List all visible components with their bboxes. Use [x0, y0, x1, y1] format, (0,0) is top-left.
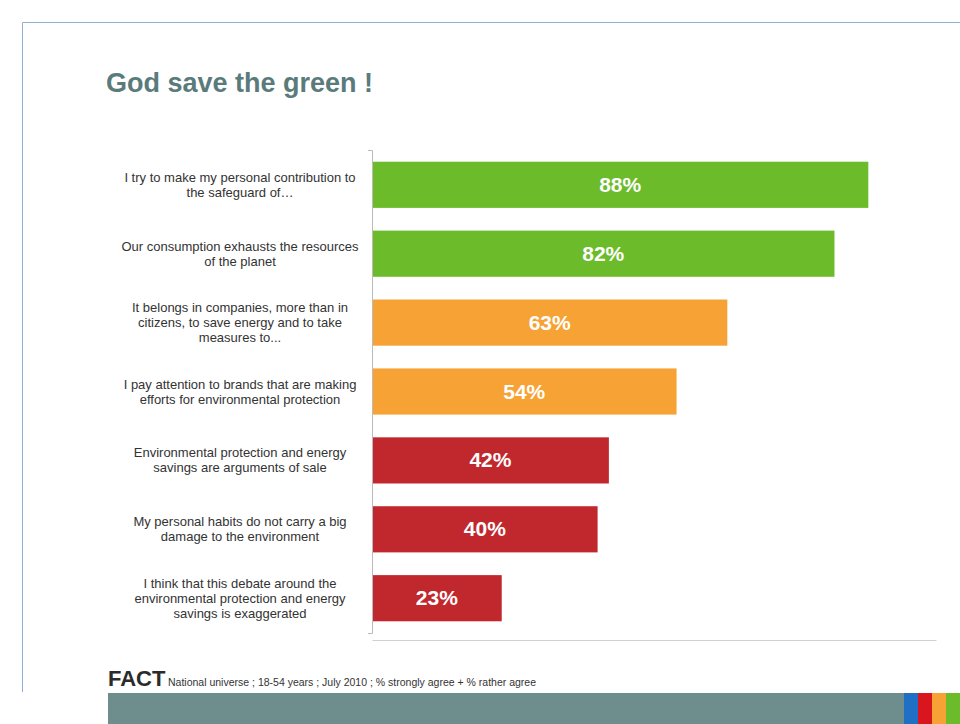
- data-label: 63%: [529, 311, 571, 334]
- y-tick: Our consumption exhausts the resourcesof…: [121, 239, 372, 269]
- y-tick-label-line: Environmental protection and energy: [134, 445, 347, 460]
- y-tick-label: Environmental protection and energysavin…: [134, 445, 347, 475]
- footer-square: [904, 693, 918, 724]
- y-tick-label-line: environmental protection and energy: [134, 591, 346, 606]
- y-tick: Environmental protection and energysavin…: [134, 445, 372, 475]
- data-labels: 88% 82% 63% 54% 42% 40% 23%: [416, 173, 642, 609]
- slide-frame: [23, 23, 960, 693]
- bar: [372, 162, 868, 208]
- data-label: 42%: [469, 448, 511, 471]
- bar: [372, 300, 727, 346]
- footer-square: [946, 693, 960, 724]
- footer-square: [918, 693, 932, 724]
- y-tick-label: My personal habits do not carry a bigdam…: [133, 514, 346, 544]
- data-label: 88%: [599, 173, 641, 196]
- y-tick-label: Our consumption exhausts the resourcesof…: [121, 239, 359, 269]
- bar: [372, 437, 609, 483]
- data-label: 23%: [416, 586, 458, 609]
- bars: [372, 162, 868, 622]
- y-tick-label-line: savings is exaggerated: [174, 606, 307, 621]
- y-tick: I try to make my personal contribution t…: [124, 170, 372, 200]
- logo: FACT: [108, 666, 166, 691]
- y-tick-label: It belongs in companies, more than incit…: [132, 300, 348, 345]
- y-tick-label-line: efforts for environmental protection: [140, 392, 341, 407]
- y-tick-label-line: savings are arguments of sale: [153, 460, 326, 475]
- y-tick-label: I try to make my personal contribution t…: [124, 170, 355, 200]
- y-tick-label: I think that this debate around theenvir…: [134, 576, 346, 621]
- y-tick-label-line: measures to...: [199, 330, 281, 345]
- y-tick: It belongs in companies, more than incit…: [132, 300, 372, 345]
- y-tick-label-line: I think that this debate around the: [144, 576, 337, 591]
- y-tick-label-line: damage to the environment: [161, 529, 320, 544]
- y-tick: I think that this debate around theenvir…: [134, 576, 372, 621]
- data-label: 82%: [582, 242, 624, 265]
- y-tick-label-line: the safeguard of…: [187, 185, 294, 200]
- y-tick-label: I pay attention to brands that are makin…: [124, 377, 357, 407]
- y-tick-label-line: Our consumption exhausts the resources: [121, 239, 359, 254]
- y-axis-line: [368, 151, 373, 634]
- bar: [372, 231, 834, 277]
- data-label: 40%: [464, 517, 506, 540]
- y-tick: My personal habits do not carry a bigdam…: [133, 514, 372, 544]
- y-tick: I pay attention to brands that are makin…: [124, 377, 372, 407]
- bar: [372, 575, 502, 621]
- y-tick-label-line: citizens, to save energy and to take: [138, 315, 342, 330]
- source-note: National universe ; 18-54 years ; July 2…: [168, 676, 536, 688]
- bar: [372, 368, 677, 414]
- footer-square: [932, 693, 946, 724]
- y-tick-label-line: of the planet: [204, 254, 276, 269]
- y-axis: I try to make my personal contribution t…: [121, 151, 372, 634]
- y-tick-label-line: I try to make my personal contribution t…: [124, 170, 355, 185]
- y-tick-label-line: My personal habits do not carry a big: [133, 514, 346, 529]
- title: God save the green !: [106, 68, 373, 98]
- y-tick-label-line: I pay attention to brands that are makin…: [124, 377, 357, 392]
- x-axis: [373, 640, 937, 641]
- footer-band: [108, 693, 960, 724]
- y-tick-label-line: It belongs in companies, more than in: [132, 300, 348, 315]
- chart: God save the green ! I try to make my per…: [0, 0, 960, 724]
- data-label: 54%: [503, 380, 545, 403]
- bar: [372, 506, 598, 552]
- x-axis-line: [373, 640, 937, 641]
